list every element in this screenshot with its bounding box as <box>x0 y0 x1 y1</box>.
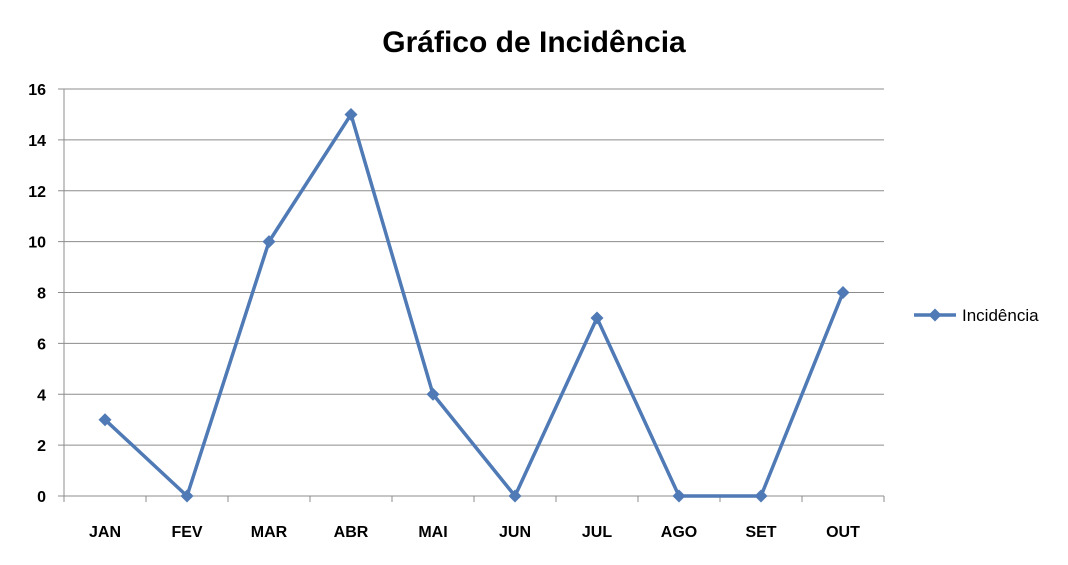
legend-marker-swatch <box>928 308 942 322</box>
x-tick-label-set: SET <box>745 524 776 541</box>
data-point-out <box>836 286 850 299</box>
data-point-set <box>754 489 768 503</box>
y-tick-label: 0 <box>37 489 46 506</box>
data-point-ago <box>672 489 686 503</box>
data-point-fev <box>180 489 194 503</box>
y-tick-label: 16 <box>28 82 46 99</box>
y-tick-label: 12 <box>28 184 46 201</box>
data-point-abr <box>344 107 358 121</box>
x-tick-label-abr: ABR <box>334 524 369 541</box>
data-point-mar <box>262 235 276 249</box>
y-tick-label: 6 <box>37 336 46 353</box>
x-tick-label-fev: FEV <box>171 524 202 541</box>
x-tick-label-ago: AGO <box>661 524 697 541</box>
y-axis-ticks: 0 2 4 6 8 10 12 14 16 <box>28 82 64 506</box>
data-point-mai <box>426 387 440 401</box>
legend: Incidência <box>914 306 1039 325</box>
x-tick-label-out: OUT <box>826 524 860 541</box>
y-tick-label: 8 <box>37 286 46 303</box>
y-tick-label: 14 <box>28 133 46 150</box>
gridlines <box>64 88 884 446</box>
series-group <box>98 107 850 503</box>
series-line-0 <box>103 112 845 498</box>
data-point-jul <box>590 311 604 325</box>
legend-label-incidencia: Incidência <box>962 306 1039 325</box>
y-tick-label: 10 <box>28 235 46 252</box>
y-tick-label: 4 <box>37 387 46 404</box>
data-point-jun <box>508 489 522 503</box>
chart-title: Gráfico de Incidência <box>382 26 686 59</box>
data-point-jan <box>98 413 112 427</box>
y-tick-label: 2 <box>37 438 46 455</box>
x-tick-label-mar: MAR <box>251 524 288 541</box>
x-tick-label-jun: JUN <box>499 524 531 541</box>
x-tick-label-jul: JUL <box>582 524 612 541</box>
x-tick-label-jan: JAN <box>89 524 121 541</box>
x-tick-label-mai: MAI <box>418 524 447 541</box>
x-axis-ticks: JAN FEV MAR ABR MAI JUN JUL AGO SET OUT <box>63 496 885 541</box>
